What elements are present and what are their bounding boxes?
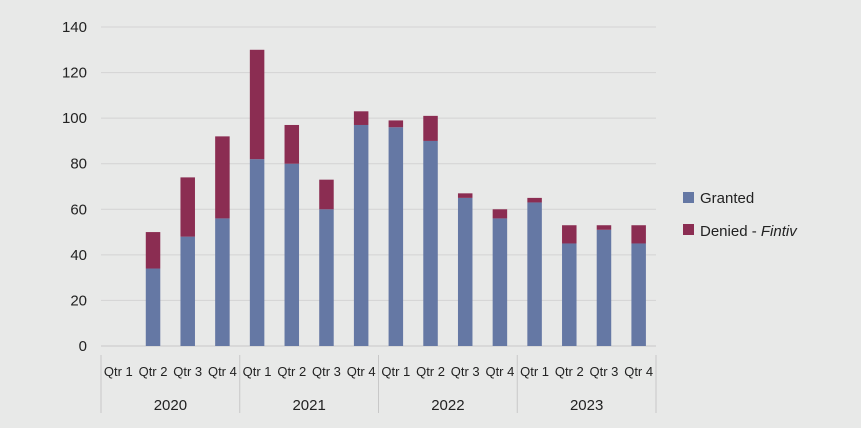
bar-granted bbox=[180, 236, 195, 346]
bar-denied bbox=[249, 49, 265, 160]
bar-granted bbox=[319, 209, 334, 346]
bars bbox=[145, 49, 646, 346]
bar-granted bbox=[457, 197, 473, 346]
y-tick-label: 80 bbox=[70, 156, 87, 173]
x-tick-label: Qtr 2 bbox=[416, 364, 445, 379]
legend: Granted Denied - Fintiv bbox=[683, 190, 798, 240]
bar-denied bbox=[353, 111, 369, 125]
legend-label-denied: Denied - Fintiv bbox=[700, 223, 798, 240]
x-tick-label: Qtr 4 bbox=[485, 364, 514, 379]
bar-granted bbox=[215, 218, 230, 346]
bar-granted bbox=[527, 202, 542, 346]
y-tick-label: 40 bbox=[70, 247, 87, 264]
x-axis: Qtr 1 Qtr 2 Qtr 3 Qtr 4 Qtr 1 Qtr 2 Qtr 3 Qtr 4… bbox=[100, 355, 657, 414]
x-group-label: 2022 bbox=[431, 397, 464, 414]
bar-denied bbox=[492, 209, 508, 219]
bar-denied bbox=[631, 225, 646, 244]
y-tick-label: 100 bbox=[62, 110, 87, 127]
bar-denied bbox=[145, 232, 161, 269]
bar-denied bbox=[284, 124, 300, 164]
x-tick-label: Qtr 1 bbox=[381, 364, 410, 379]
x-tick-label: Qtr 2 bbox=[555, 364, 584, 379]
x-tick-label: Qtr 1 bbox=[520, 364, 549, 379]
bar-granted bbox=[492, 218, 508, 346]
x-group-label: 2023 bbox=[570, 397, 603, 414]
y-tick-label: 60 bbox=[70, 201, 87, 218]
bar-denied bbox=[457, 193, 473, 198]
x-tick-label: Qtr 4 bbox=[347, 364, 376, 379]
bar-denied bbox=[319, 179, 334, 210]
y-axis-ticks: 0 20 40 60 80 100 120 140 bbox=[62, 19, 87, 355]
y-tick-label: 20 bbox=[70, 292, 87, 309]
x-tick-label: Qtr 4 bbox=[624, 364, 653, 379]
bar-granted bbox=[631, 243, 646, 346]
bar-granted bbox=[353, 124, 369, 346]
bar-granted bbox=[284, 163, 300, 346]
legend-label-granted: Granted bbox=[700, 190, 754, 207]
bar-denied bbox=[596, 225, 612, 230]
x-group-label: 2020 bbox=[154, 397, 187, 414]
x-tick-label: Qtr 1 bbox=[243, 364, 272, 379]
x-tick-label: Qtr 3 bbox=[451, 364, 480, 379]
bar-denied bbox=[180, 177, 195, 237]
x-tick-label: Qtr 2 bbox=[139, 364, 168, 379]
legend-swatch-granted bbox=[683, 192, 694, 203]
x-tick-label: Qtr 4 bbox=[208, 364, 237, 379]
bar-denied bbox=[388, 120, 404, 128]
y-tick-label: 0 bbox=[79, 338, 87, 355]
x-tick-label: Qtr 1 bbox=[104, 364, 133, 379]
bar-denied bbox=[527, 197, 542, 203]
y-tick-label: 120 bbox=[62, 65, 87, 82]
x-group-label: 2021 bbox=[292, 397, 325, 414]
bar-granted bbox=[423, 140, 438, 346]
bar-denied bbox=[423, 115, 438, 141]
x-tick-label: Qtr 3 bbox=[312, 364, 341, 379]
y-tick-label: 140 bbox=[62, 19, 87, 36]
bar-granted bbox=[562, 243, 577, 346]
x-tick-label: Qtr 2 bbox=[277, 364, 306, 379]
bar-denied bbox=[562, 225, 577, 244]
bar-denied bbox=[215, 136, 230, 219]
bar-granted bbox=[249, 159, 265, 346]
bar-granted bbox=[596, 229, 612, 346]
bar-granted bbox=[145, 268, 161, 346]
x-tick-label: Qtr 3 bbox=[173, 364, 202, 379]
bar-granted bbox=[388, 127, 404, 346]
x-tick-label: Qtr 3 bbox=[590, 364, 619, 379]
legend-swatch-denied bbox=[683, 224, 694, 235]
